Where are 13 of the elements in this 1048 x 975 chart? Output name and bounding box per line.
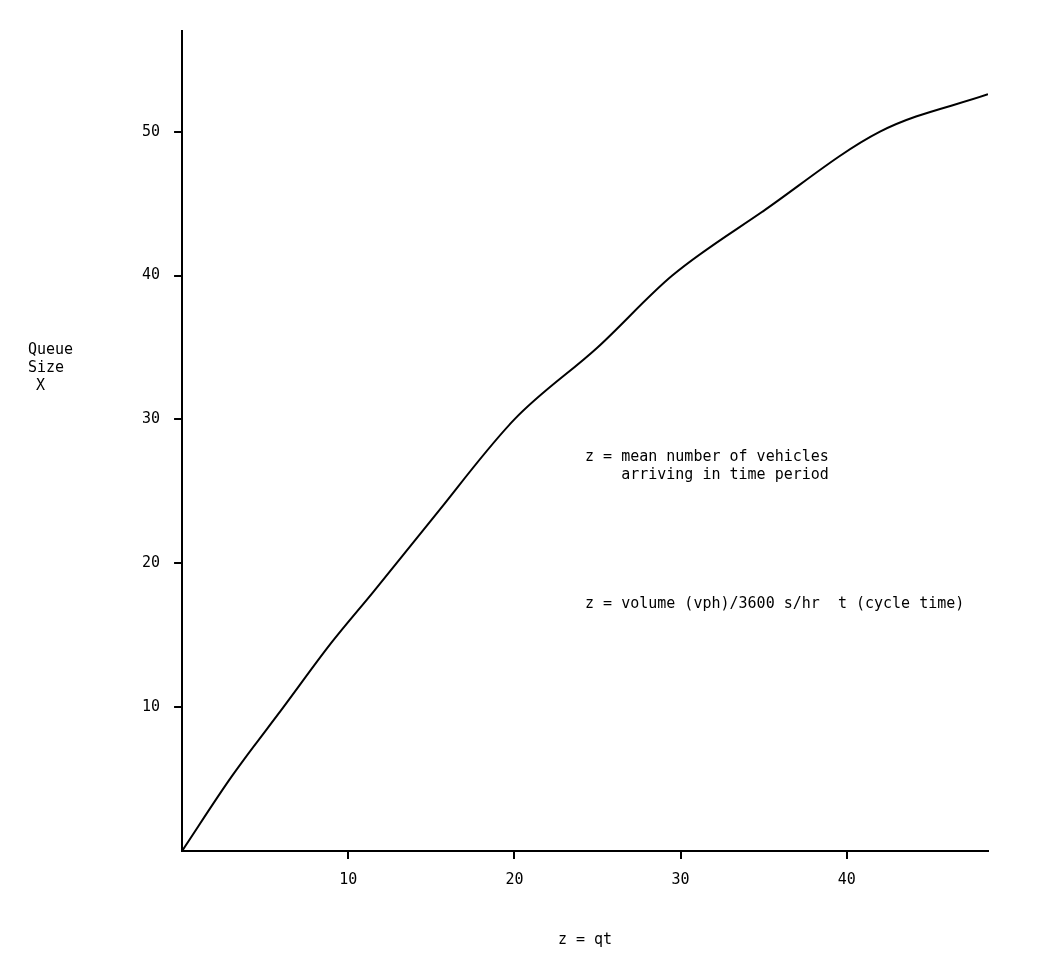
x-tick-label: 30 bbox=[671, 869, 690, 888]
y-tick-label: 40 bbox=[142, 265, 161, 284]
y-tick-label: 50 bbox=[142, 121, 161, 140]
annotation: z = mean number of vehicles arriving in time period bbox=[585, 446, 829, 483]
x-tick-label: 10 bbox=[339, 869, 358, 888]
annotation: z = volume (vph)/3600 s/hr t (cycle time) bbox=[585, 594, 965, 613]
y-tick-label: 20 bbox=[142, 553, 161, 572]
x-axis-title: z = qt bbox=[557, 929, 613, 948]
y-tick-label: 30 bbox=[142, 409, 161, 428]
x-tick-label: 40 bbox=[837, 869, 856, 888]
y-tick-label: 10 bbox=[142, 697, 161, 716]
x-tick-label: 20 bbox=[505, 869, 524, 888]
y-axis-title: Queue Size X bbox=[28, 339, 74, 394]
